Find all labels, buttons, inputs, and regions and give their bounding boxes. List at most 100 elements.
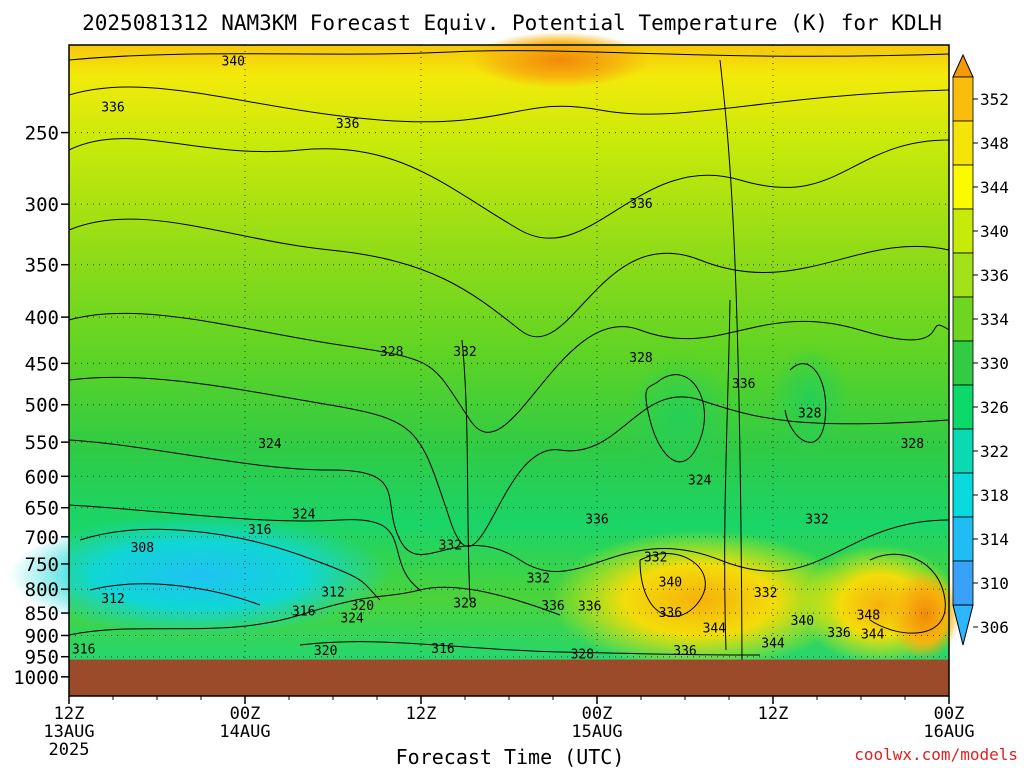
colorbar-label: 326 bbox=[980, 398, 1009, 417]
x-tick-label: 16AUG bbox=[923, 722, 974, 742]
colorbar-label: 330 bbox=[980, 354, 1009, 373]
colorbar-label: 352 bbox=[980, 90, 1009, 109]
x-tick-label: 15AUG bbox=[571, 722, 622, 742]
contour-label: 316 bbox=[72, 642, 95, 657]
ground-below-surface bbox=[69, 659, 949, 696]
contour-label: 332 bbox=[644, 551, 667, 566]
y-axis: 2503003504004505005506006507007508008509… bbox=[13, 123, 69, 689]
y-tick-label: 550 bbox=[25, 432, 59, 454]
x-tick-label: 00Z bbox=[582, 704, 613, 724]
y-tick-label: 750 bbox=[25, 554, 59, 576]
y-tick-label: 850 bbox=[25, 603, 59, 625]
x-tick-label: 00Z bbox=[934, 704, 965, 724]
contour-label: 332 bbox=[439, 539, 462, 554]
x-tick-label: 14AUG bbox=[219, 722, 270, 742]
colorbar-label: 336 bbox=[980, 266, 1009, 285]
field-hot-region bbox=[890, 570, 960, 660]
y-tick-label: 950 bbox=[25, 647, 59, 669]
contour-label: 344 bbox=[861, 628, 885, 643]
contour-label: 320 bbox=[351, 599, 374, 614]
colorbar-segment bbox=[952, 384, 974, 430]
contour-label: 324 bbox=[688, 474, 712, 489]
contour-line bbox=[461, 339, 471, 601]
y-tick-label: 650 bbox=[25, 498, 59, 520]
colorbar-segment bbox=[952, 472, 974, 518]
contour-label: 344 bbox=[703, 622, 727, 637]
contour-line bbox=[68, 586, 561, 636]
contour-label: 320 bbox=[314, 644, 337, 659]
colorbar-segment bbox=[952, 76, 974, 122]
contour-label: 312 bbox=[321, 586, 344, 601]
contour-line bbox=[299, 641, 761, 656]
contour-label: 336 bbox=[336, 117, 359, 132]
contour-line bbox=[68, 504, 421, 591]
y-tick-label: 900 bbox=[25, 625, 59, 647]
y-tick-label: 1000 bbox=[13, 667, 59, 689]
contour-label: 324 bbox=[340, 612, 364, 627]
contour-label: 336 bbox=[673, 644, 696, 659]
y-tick-label: 500 bbox=[25, 395, 59, 417]
contour-label: 336 bbox=[732, 377, 755, 392]
contour-line bbox=[68, 376, 950, 547]
y-tick-label: 250 bbox=[25, 123, 59, 145]
colorbar-segment bbox=[952, 340, 974, 386]
y-tick-label: 600 bbox=[25, 466, 59, 488]
colorbar-label: 306 bbox=[980, 618, 1009, 637]
colorbar-label: 340 bbox=[980, 222, 1009, 241]
contour-label: 308 bbox=[131, 541, 154, 556]
field-hot-region bbox=[470, 32, 650, 88]
contour-line bbox=[639, 553, 706, 617]
contour-label: 332 bbox=[754, 586, 777, 601]
gridlines bbox=[69, 45, 949, 660]
y-tick-label: 800 bbox=[25, 579, 59, 601]
colorbar-segment bbox=[952, 560, 974, 606]
y-tick-label: 400 bbox=[25, 307, 59, 329]
contour-label: 328 bbox=[798, 406, 821, 421]
contour-label: 336 bbox=[101, 101, 124, 116]
colorbar-label: 322 bbox=[980, 442, 1009, 461]
colorbar-label: 334 bbox=[980, 310, 1009, 329]
credit-text: coolwx.com/models bbox=[854, 745, 1018, 764]
contour-line bbox=[68, 312, 950, 433]
y-tick-label: 700 bbox=[25, 527, 59, 549]
contour-label: 324 bbox=[292, 508, 316, 523]
colorbar-label: 344 bbox=[980, 178, 1009, 197]
contour-label: 348 bbox=[857, 608, 880, 623]
contour-label: 324 bbox=[258, 437, 282, 452]
contour-label: 328 bbox=[571, 647, 594, 662]
contour-line bbox=[68, 86, 950, 123]
contour-label: 340 bbox=[222, 54, 245, 69]
x-tick-label: 13AUG bbox=[43, 722, 94, 742]
x-tick-label: 12Z bbox=[406, 704, 437, 724]
chart-title: 2025081312 NAM3KM Forecast Equiv. Potent… bbox=[82, 11, 942, 35]
contour-label: 332 bbox=[805, 512, 828, 527]
colorbar: 352 348 344 340 336 334 330 326 322 318 314 310 306 bbox=[952, 53, 1009, 646]
colorbar-label: 310 bbox=[980, 574, 1009, 593]
colorbar-upper-cap bbox=[952, 53, 974, 78]
contour-label: 336 bbox=[827, 626, 850, 641]
contour-label: 332 bbox=[527, 571, 550, 586]
colorbar-segment bbox=[952, 516, 974, 562]
contour-line bbox=[719, 59, 743, 661]
colorbar-segment bbox=[952, 120, 974, 166]
y-tick-label: 450 bbox=[25, 353, 59, 375]
contour-label: 344 bbox=[761, 636, 785, 651]
colorbar-lower-cap bbox=[952, 604, 974, 646]
colorbar-segment bbox=[952, 164, 974, 210]
field-cold-region bbox=[10, 515, 390, 635]
contour-line bbox=[784, 363, 827, 443]
contour-label: 328 bbox=[629, 351, 652, 366]
colorbar-label: 348 bbox=[980, 134, 1009, 153]
contour-label: 340 bbox=[791, 614, 814, 629]
y-tick-label: 300 bbox=[25, 194, 59, 216]
contour-label: 336 bbox=[578, 600, 601, 615]
contour-label: 328 bbox=[380, 345, 403, 360]
colorbar-segment bbox=[952, 252, 974, 298]
contour-line bbox=[645, 374, 705, 463]
colorbar-segment bbox=[952, 428, 974, 474]
contour-line bbox=[68, 50, 950, 61]
x-tick-label: 2025 bbox=[49, 740, 90, 760]
contour-label: 336 bbox=[585, 512, 608, 527]
